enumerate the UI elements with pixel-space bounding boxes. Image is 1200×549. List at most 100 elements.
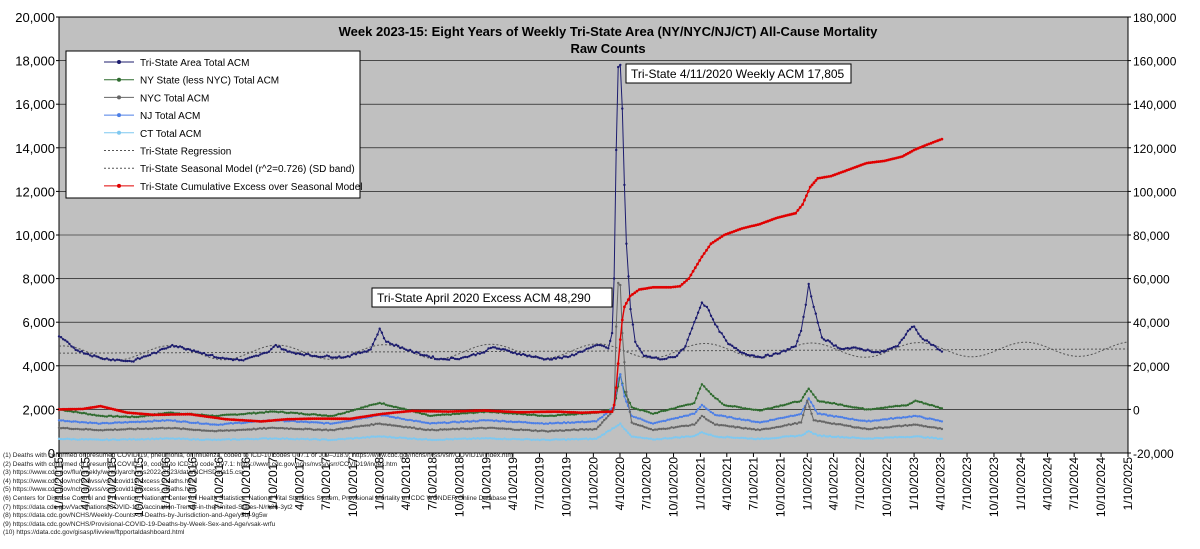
data-point — [332, 417, 335, 421]
data-point — [430, 414, 434, 417]
data-point — [138, 420, 141, 424]
data-point — [662, 409, 665, 413]
data-point — [380, 402, 383, 405]
data-point — [364, 436, 367, 439]
data-point — [936, 139, 939, 143]
data-point — [236, 418, 240, 422]
data-point — [564, 428, 568, 432]
data-point — [891, 417, 895, 420]
data-point — [566, 438, 570, 441]
data-point — [698, 406, 702, 409]
data-point — [503, 437, 506, 440]
data-point — [341, 412, 344, 415]
data-point — [412, 409, 416, 413]
data-point — [229, 357, 233, 361]
data-point — [892, 345, 895, 349]
legend-label: NY State (less NYC) Total ACM — [140, 76, 279, 87]
data-point — [787, 435, 790, 438]
data-point — [517, 420, 521, 423]
data-point — [200, 352, 204, 355]
data-point — [705, 432, 708, 436]
data-point — [649, 412, 653, 415]
data-point — [790, 346, 793, 349]
data-point — [564, 438, 568, 442]
data-point — [709, 420, 712, 423]
data-point — [186, 420, 189, 424]
data-point — [501, 348, 505, 351]
data-point — [223, 438, 226, 441]
data-point — [334, 356, 337, 359]
data-point — [618, 338, 622, 341]
data-point — [839, 415, 842, 419]
data-point — [803, 198, 806, 202]
data-point — [405, 348, 408, 351]
data-point — [302, 412, 305, 416]
data-point — [676, 416, 679, 420]
data-point — [597, 425, 600, 428]
data-point — [447, 438, 450, 441]
data-point — [470, 427, 473, 431]
data-point — [262, 411, 266, 414]
data-point — [378, 327, 381, 330]
data-point — [934, 436, 937, 440]
data-point — [240, 413, 243, 416]
data-point — [781, 435, 784, 438]
data-point — [884, 406, 887, 409]
data-point — [862, 349, 865, 352]
data-point — [225, 429, 228, 432]
data-point — [180, 420, 183, 424]
data-point — [766, 353, 769, 356]
data-point — [748, 407, 751, 411]
data-point — [206, 429, 210, 432]
data-point — [84, 412, 88, 415]
data-point — [167, 346, 170, 349]
data-point — [607, 347, 610, 350]
legend-entry: NY State (less NYC) Total ACM — [104, 76, 279, 87]
data-point — [157, 350, 160, 353]
data-point — [76, 411, 79, 414]
data-point — [231, 438, 235, 441]
data-point — [928, 417, 931, 420]
data-point — [570, 413, 574, 416]
data-point — [940, 437, 944, 440]
data-point — [117, 409, 121, 413]
data-point — [691, 269, 695, 273]
data-point — [640, 351, 643, 354]
data-point — [433, 414, 436, 417]
data-point — [474, 354, 477, 357]
data-point — [724, 436, 727, 439]
data-point — [702, 405, 706, 408]
data-point — [433, 428, 436, 432]
data-point — [425, 354, 428, 357]
data-point — [63, 427, 67, 430]
data-point — [859, 419, 862, 422]
data-point — [934, 426, 937, 429]
data-point — [585, 428, 588, 431]
data-point — [700, 301, 704, 304]
legend-entry: Tri-State Cumulative Excess over Seasona… — [104, 182, 363, 193]
data-point — [89, 413, 92, 416]
data-point — [386, 404, 389, 407]
data-point — [142, 420, 146, 423]
data-point — [263, 351, 266, 355]
data-point — [364, 424, 367, 427]
data-point — [538, 429, 541, 433]
data-point — [101, 429, 104, 432]
data-point — [625, 390, 628, 394]
data-point — [507, 410, 511, 414]
data-point — [782, 349, 785, 352]
data-point — [219, 357, 222, 360]
data-point — [403, 347, 406, 350]
data-point — [329, 414, 332, 418]
data-point — [896, 436, 899, 439]
data-point — [794, 345, 797, 348]
data-point — [656, 428, 659, 431]
data-point — [291, 427, 295, 430]
data-point — [215, 423, 218, 426]
data-point — [542, 429, 546, 432]
data-point — [84, 421, 88, 424]
data-point — [664, 419, 667, 423]
data-point — [324, 428, 328, 431]
data-point — [424, 409, 428, 413]
data-point — [641, 436, 644, 440]
